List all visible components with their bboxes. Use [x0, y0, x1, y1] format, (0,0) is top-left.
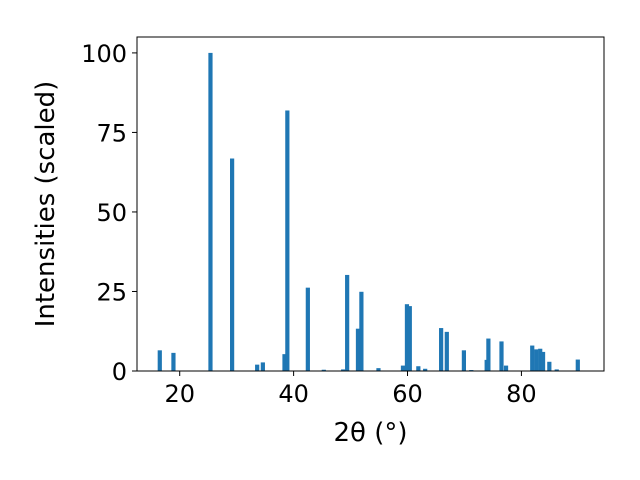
bar-peak-9 — [321, 369, 326, 371]
bar-peak-31 — [540, 351, 546, 371]
bar-peak-17 — [407, 306, 412, 371]
y-tick-label-2: 50 — [96, 199, 127, 227]
bar-peak-11 — [345, 274, 350, 371]
bar-peak-16 — [404, 304, 410, 371]
bar-peak-4 — [255, 364, 260, 371]
x-axis-ticks: 20 40 60 80 — [164, 371, 537, 408]
bar-peak-32 — [547, 361, 552, 371]
bar-peak-21 — [444, 331, 449, 371]
y-tick-label-4: 100 — [81, 40, 127, 68]
bar-peak-8 — [305, 287, 310, 371]
bar-peak-12 — [355, 328, 361, 371]
y-axis-ticks: 0 25 50 75 100 — [81, 40, 137, 386]
bar-peak-5 — [260, 362, 265, 371]
bar-peak-7 — [285, 110, 290, 371]
x-tick-label-3: 80 — [506, 380, 537, 408]
x-tick-label-2: 60 — [392, 380, 423, 408]
bar-peak-28 — [530, 345, 535, 371]
bars-group — [157, 52, 580, 372]
bar-peak-30 — [538, 348, 543, 371]
bar-peak-1 — [171, 352, 176, 371]
x-tick-label-1: 40 — [278, 380, 309, 408]
bar-peak-20 — [439, 328, 444, 371]
bar-peak-10 — [341, 369, 346, 371]
bar-peak-34 — [575, 359, 580, 371]
bar-peak-25 — [486, 338, 491, 371]
bar-peak-2 — [208, 52, 213, 372]
y-tick-label-1: 25 — [96, 278, 127, 306]
bar-peak-27 — [503, 365, 509, 371]
bar-peak-3 — [230, 158, 235, 371]
x-axis-label: 2θ (°) — [333, 418, 407, 448]
plot-frame — [136, 36, 605, 372]
y-tick-label-3: 75 — [96, 119, 127, 147]
bar-peak-13 — [359, 291, 364, 371]
bar-peak-6 — [282, 354, 287, 371]
y-axis-label: Intensities (scaled) — [31, 81, 61, 328]
x-tick-label-0: 20 — [164, 380, 195, 408]
bar-peak-26 — [499, 341, 504, 371]
bar-peak-15 — [400, 365, 406, 371]
bar-peak-33 — [554, 369, 559, 371]
bar-peak-29 — [534, 349, 539, 371]
bar-peak-18 — [416, 366, 421, 371]
bar-peak-22 — [461, 350, 466, 371]
bar-peak-19 — [423, 368, 428, 371]
bar-peak-0 — [157, 350, 162, 371]
bar-peak-14 — [376, 368, 381, 371]
y-tick-label-0: 0 — [112, 358, 127, 386]
